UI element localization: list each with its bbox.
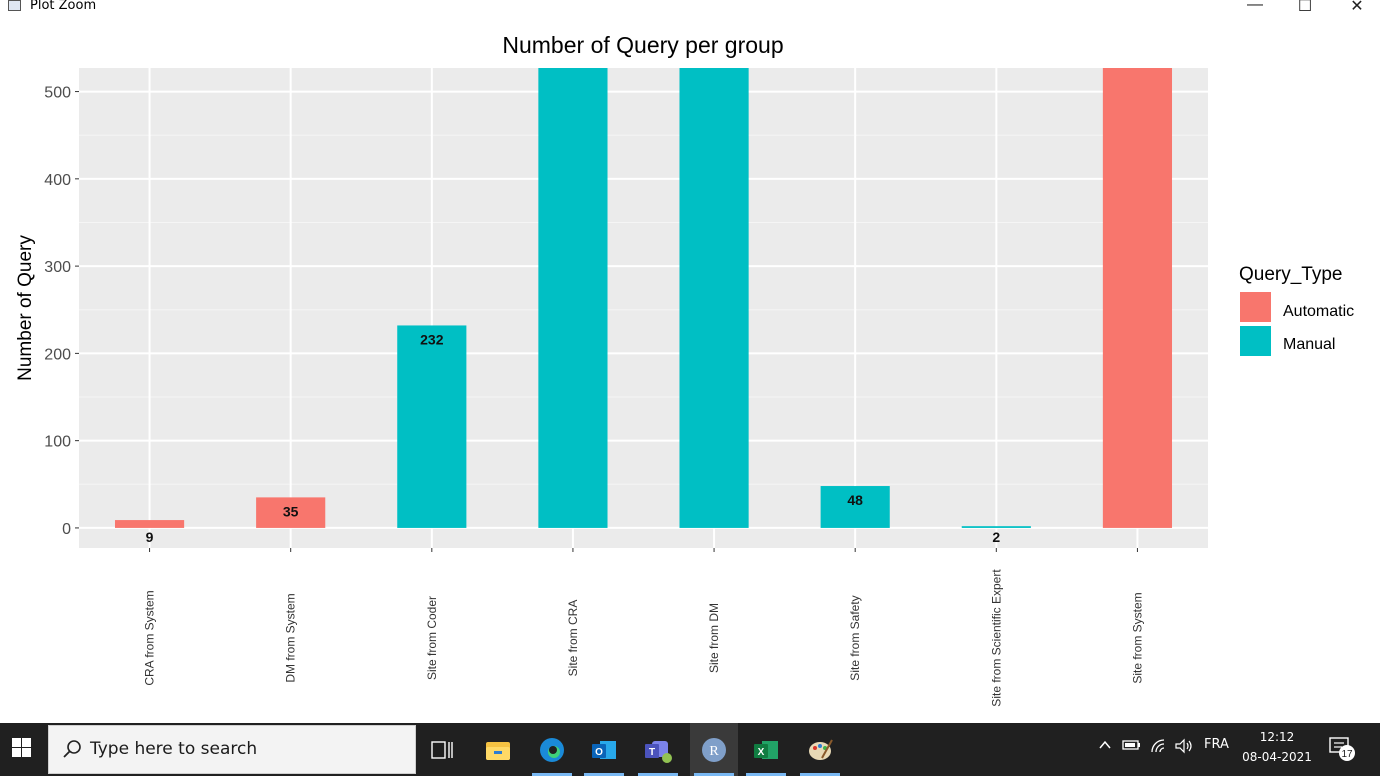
bars: [114, 68, 1173, 528]
battery-icon: [1122, 740, 1140, 750]
teams-icon: T: [645, 740, 672, 763]
outlook-button[interactable]: O: [580, 723, 628, 776]
show-hidden-icons-button[interactable]: [1098, 738, 1112, 756]
wifi-icon: [1151, 739, 1165, 753]
y-tick-label: 400: [44, 172, 71, 189]
bar-labels: 9 35 232 48 2: [146, 331, 1001, 544]
bar: [538, 68, 608, 528]
bar-data-label: 9: [146, 529, 154, 545]
excel-button[interactable]: X: [742, 723, 790, 776]
excel-icon: X: [754, 740, 778, 759]
r-button[interactable]: R: [690, 723, 738, 776]
bar: [679, 68, 749, 528]
x-tick-label: DM from System: [284, 593, 298, 682]
teams-button[interactable]: T: [634, 723, 682, 776]
task-view-icon: [431, 740, 453, 759]
bar: [256, 497, 326, 528]
r-icon: R: [702, 737, 726, 762]
x-axis: CRA from System DM from System Site from C…: [143, 548, 1144, 707]
clock-date: 08-04-2021: [1242, 750, 1312, 764]
panel-background: [79, 68, 1208, 548]
x-tick-label: Site from DM: [707, 603, 721, 673]
legend-label-automatic: Automatic: [1283, 303, 1354, 320]
search-icon: [63, 740, 81, 758]
edge-browser-icon: [540, 737, 564, 762]
bar-data-label: 48: [847, 492, 863, 508]
taskbar-search-box[interactable]: Type here to search: [48, 725, 416, 774]
maximize-button[interactable]: ☐: [1297, 0, 1313, 15]
x-tick-label: CRA from System: [143, 590, 157, 685]
x-tick-label: Site from Safety: [848, 595, 862, 680]
start-button[interactable]: [0, 723, 46, 776]
file-explorer-button[interactable]: [474, 723, 522, 776]
app-window-icon: [8, 0, 21, 11]
y-axis: 0 100 200 300 400 500: [44, 85, 79, 538]
minimize-button[interactable]: —: [1247, 0, 1263, 13]
x-tick-label: Site from CRA: [566, 600, 580, 677]
y-tick-label: 200: [44, 346, 71, 363]
x-tick-label: Site from Coder: [425, 596, 439, 680]
chevron-up-icon: [1099, 740, 1111, 749]
paint-button[interactable]: [796, 723, 844, 776]
y-axis-label: Number of Query: [15, 235, 36, 381]
y-tick-label: 0: [62, 521, 71, 538]
legend-key-automatic: [1240, 292, 1271, 322]
windows-logo-icon: [12, 738, 31, 757]
outlook-icon: O: [592, 740, 616, 759]
bar-data-label: 2: [992, 529, 1000, 545]
y-tick-label: 100: [44, 434, 71, 451]
bar: [961, 526, 1031, 528]
chart-title: Number of Query per group: [502, 32, 783, 58]
plot-area: Number of Query per group 9 35 232 48 2 0 100…: [15, 32, 1354, 707]
paint-palette-icon: [809, 739, 833, 760]
svg-text:R: R: [709, 744, 719, 759]
y-tick-label: 500: [44, 85, 71, 102]
y-tick-label: 300: [44, 259, 71, 276]
network-status[interactable]: [1150, 738, 1168, 758]
volume-control[interactable]: [1174, 738, 1194, 758]
search-placeholder: Type here to search: [90, 739, 258, 759]
input-language[interactable]: FRA: [1204, 737, 1229, 752]
window-title: Plot Zoom: [30, 0, 97, 13]
legend-title: Query_Type: [1239, 264, 1343, 285]
grid-minor: [79, 134, 1208, 485]
bar: [820, 486, 890, 528]
window-titlebar: Plot Zoom — ☐ ✕: [0, 0, 1380, 15]
x-tick-label: Site from Scientific Expert: [989, 569, 1003, 707]
taskbar: Type here to search O: [0, 723, 1380, 776]
svg-text:O: O: [595, 747, 603, 758]
close-button[interactable]: ✕: [1350, 0, 1364, 15]
bar: [397, 325, 467, 528]
notification-icon: 17: [1329, 737, 1355, 761]
bar: [114, 520, 185, 528]
edge-button[interactable]: [528, 723, 576, 776]
legend: Query_Type Automatic Manual: [1239, 264, 1354, 356]
legend-label-manual: Manual: [1283, 336, 1335, 353]
legend-key-manual: [1240, 326, 1271, 356]
folder-icon: [486, 741, 510, 760]
bar: [1102, 68, 1173, 528]
bar-data-label: 35: [283, 503, 299, 519]
speaker-icon: [1175, 738, 1192, 754]
task-view-button[interactable]: [418, 723, 466, 776]
action-center-button[interactable]: 17: [1328, 735, 1358, 768]
battery-status[interactable]: [1122, 738, 1142, 756]
bar-data-label: 232: [420, 331, 444, 347]
clock[interactable]: 12:12 08-04-2021: [1237, 727, 1317, 767]
svg-text:X: X: [758, 747, 765, 758]
svg-text:T: T: [649, 747, 655, 758]
clock-time: 12:12: [1259, 730, 1295, 744]
x-tick-label: Site from System: [1130, 592, 1144, 683]
notification-count: 17: [1341, 749, 1353, 760]
